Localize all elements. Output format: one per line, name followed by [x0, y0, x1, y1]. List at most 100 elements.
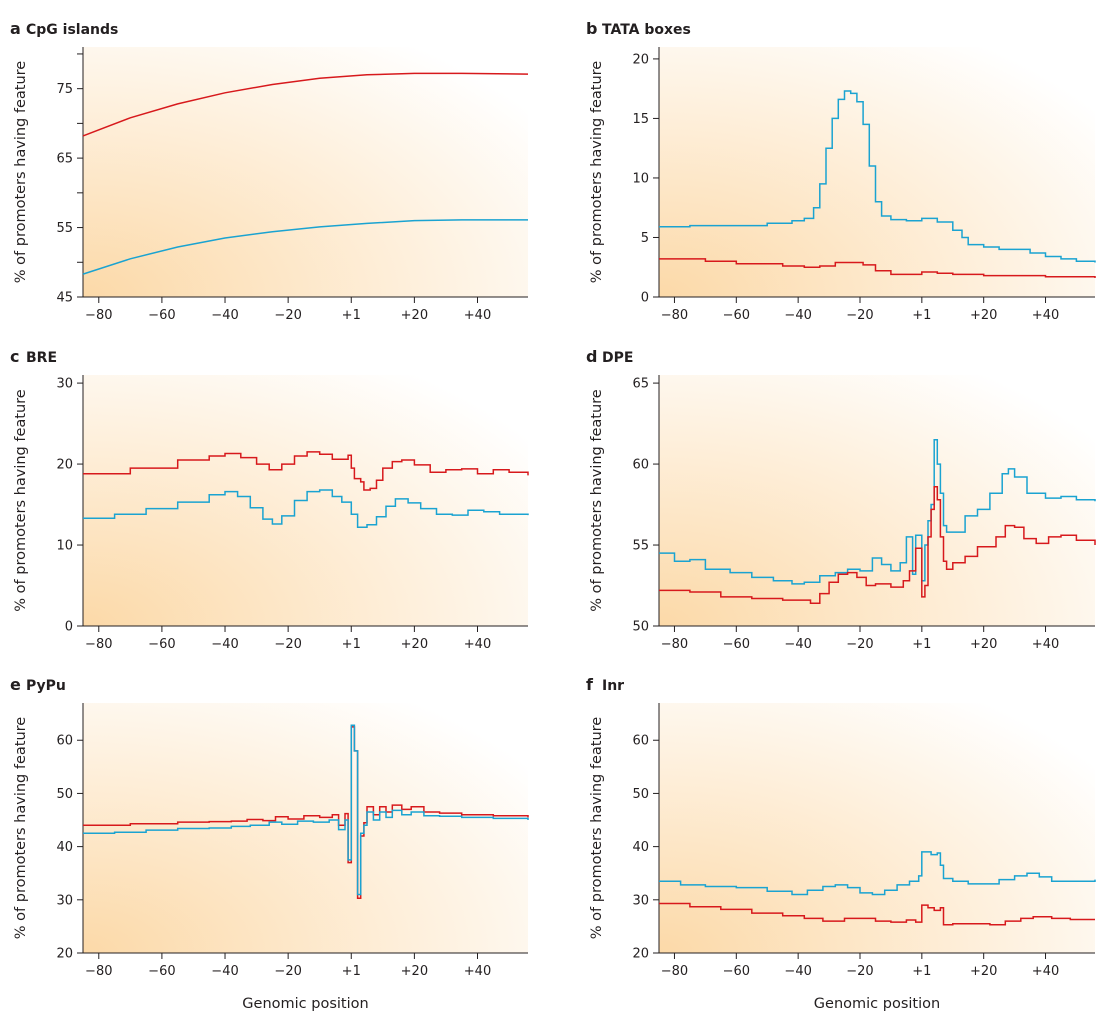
- x-tick-label: −40: [211, 637, 238, 652]
- x-tick-label: +40: [464, 308, 491, 323]
- x-tick-label: −80: [661, 964, 688, 979]
- x-tick-label: −20: [846, 964, 873, 979]
- plot-background: [83, 703, 528, 953]
- x-tick-label: −80: [85, 964, 112, 979]
- y-tick-label: 30: [56, 893, 73, 908]
- y-tick-label: 20: [56, 947, 73, 962]
- series-line-2: [82, 219, 528, 275]
- x-tick-label: +20: [970, 637, 997, 652]
- x-tick-label: +20: [401, 964, 428, 979]
- x-tick-label: −60: [723, 964, 750, 979]
- panel-title: DPE: [602, 350, 633, 366]
- panel-d: d DPE 50 55 60 65 −80 −60 −40 −20 +1 +20 +40 % of pro…: [586, 347, 1096, 652]
- x-tick-label: +1: [912, 964, 931, 979]
- series-line-2: [659, 902, 1095, 926]
- x-tick-label: +40: [1032, 637, 1059, 652]
- x-tick-label: −40: [784, 308, 811, 323]
- series-line-2: [83, 489, 529, 528]
- panel-b: b TATA boxes 0 5 10 15 20 −80 −60 −40 −20 +1 +20 +40%…: [586, 19, 1096, 323]
- x-tick-label: −20: [274, 637, 301, 652]
- y-tick-label: 20: [632, 52, 649, 67]
- panel-letter: e: [10, 675, 21, 694]
- y-tick-label: 60: [632, 458, 649, 473]
- y-tick-label: 40: [56, 840, 73, 855]
- x-tick-label: −80: [661, 308, 688, 323]
- y-tick-label: 55: [56, 221, 73, 236]
- x-tick-label: +40: [464, 964, 491, 979]
- x-tick-label: −20: [846, 637, 873, 652]
- x-tick-label: +1: [342, 637, 361, 652]
- y-tick-label: 65: [56, 152, 73, 167]
- y-axis-label: % of promoters having feature: [13, 389, 29, 612]
- x-tick-label: −40: [211, 308, 238, 323]
- x-tick-label: −40: [211, 964, 238, 979]
- y-tick-label: 0: [65, 620, 73, 635]
- panel-title: Inr: [602, 678, 624, 694]
- x-tick-label: +40: [1032, 308, 1059, 323]
- y-tick-label: 20: [56, 458, 73, 473]
- panel-title: TATA boxes: [602, 22, 691, 38]
- series-line-2: [659, 485, 1096, 605]
- y-tick-label: 20: [632, 947, 649, 962]
- x-axis-label: Genomic position: [242, 996, 368, 1012]
- panel-c: c BRE 0 10 20 30 −80 −60 −40 −20 +1 +20 +40 % of prom…: [10, 347, 529, 652]
- series-line-2: [659, 258, 1096, 278]
- series-line-2: [83, 724, 529, 896]
- x-tick-label: +1: [912, 637, 931, 652]
- series-line-1: [82, 72, 529, 137]
- plot-background: [659, 703, 1095, 953]
- x-tick-label: +40: [1032, 964, 1059, 979]
- y-tick-label: 15: [632, 112, 649, 127]
- y-tick-label: 5: [641, 231, 649, 246]
- y-tick-label: 30: [632, 893, 649, 908]
- y-axis-label: % of promoters having feature: [589, 61, 605, 284]
- x-tick-label: −60: [723, 308, 750, 323]
- panel-title: BRE: [26, 350, 57, 366]
- panel-a: a CpG islands 45 55 65 75 −80 −60 −40 −20 +1 +20 +40…: [10, 19, 529, 323]
- x-tick-label: +1: [342, 964, 361, 979]
- x-axis-label: Genomic position: [814, 996, 940, 1012]
- panel-letter: c: [10, 347, 19, 366]
- x-tick-label: −60: [723, 637, 750, 652]
- series-line-1: [659, 90, 1096, 263]
- y-tick-label: 60: [56, 734, 73, 749]
- panel-letter: f: [586, 675, 594, 694]
- plot-background: [83, 47, 528, 297]
- x-tick-label: −20: [274, 308, 301, 323]
- y-tick-label: 10: [632, 171, 649, 186]
- panel-e: e PyPu 20 30 40 50 60 −80 −60 −40 −20 +1 +20 +40 % of …: [10, 675, 529, 1012]
- y-axis-label: % of promoters having feature: [589, 389, 605, 612]
- x-tick-label: −60: [148, 308, 175, 323]
- y-tick-label: 50: [632, 620, 649, 635]
- y-tick-label: 65: [632, 377, 649, 392]
- panel-letter: b: [586, 19, 597, 38]
- y-axis-label: % of promoters having feature: [13, 61, 29, 284]
- x-tick-label: +20: [401, 637, 428, 652]
- y-tick-label: 60: [632, 734, 649, 749]
- panels: a CpG islands 45 55 65 75 −80 −60 −40 −20 +1 +20 +40…: [10, 19, 1096, 1012]
- x-tick-label: −20: [846, 308, 873, 323]
- x-tick-label: +20: [401, 308, 428, 323]
- series-line-1: [83, 451, 529, 491]
- x-tick-label: +1: [342, 308, 361, 323]
- x-tick-label: −40: [784, 964, 811, 979]
- x-tick-label: −80: [85, 637, 112, 652]
- x-tick-label: −60: [148, 964, 175, 979]
- panel-title: PyPu: [26, 678, 66, 694]
- x-tick-label: +40: [464, 637, 491, 652]
- y-tick-label: 10: [56, 539, 73, 554]
- series-line-1: [659, 851, 1096, 896]
- panel-letter: a: [10, 19, 21, 38]
- x-tick-label: −40: [784, 637, 811, 652]
- x-tick-label: −80: [85, 308, 112, 323]
- y-tick-label: 55: [632, 539, 649, 554]
- panel-title: CpG islands: [26, 22, 118, 38]
- y-tick-label: 75: [56, 82, 73, 97]
- y-tick-label: 30: [56, 377, 73, 392]
- y-axis-label: % of promoters having feature: [13, 717, 29, 940]
- panel-letter: d: [586, 347, 597, 366]
- x-tick-label: −60: [148, 637, 175, 652]
- x-tick-label: +20: [970, 308, 997, 323]
- y-tick-label: 0: [641, 291, 649, 306]
